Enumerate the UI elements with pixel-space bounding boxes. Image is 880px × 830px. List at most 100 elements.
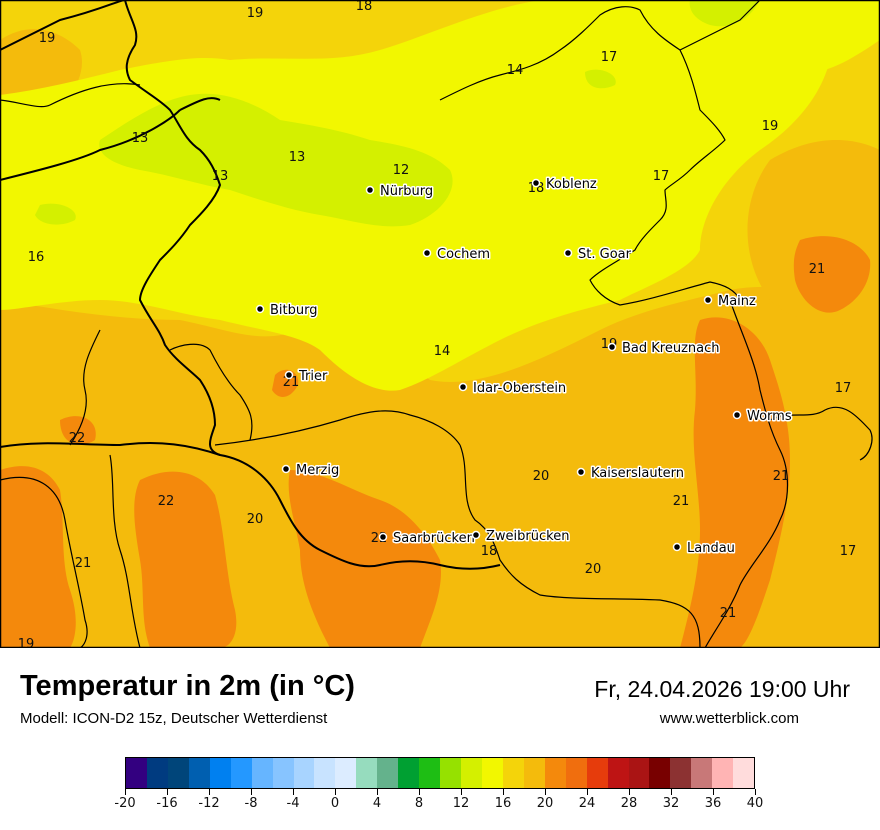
temperature-value: 17: [840, 544, 857, 559]
field-20-22-saar: [288, 470, 441, 648]
colorbar-tick-mark: [334, 789, 336, 795]
colorbar-tick-mark: [208, 789, 210, 795]
colorbar-bin: [565, 758, 587, 788]
colorbar-tick-label: -16: [156, 796, 178, 811]
colorbar-ticks: -20 -16 -12 -8 -4 0 4 8 12 16 20 24 28 32 36 40: [114, 789, 763, 819]
city-dot-icon: [703, 295, 713, 305]
border-thin-rhine: [704, 299, 789, 648]
city-marker: Idar-Oberstein: [458, 380, 568, 398]
temperature-colorbar: [125, 757, 755, 789]
city-dot-icon: [672, 542, 682, 552]
colorbar-tick-mark: [124, 789, 126, 795]
border-thin-hessen: [769, 406, 873, 461]
city-markers: Nürburg Koblenz Cochem St. Goar Bitburg Mainz…: [255, 176, 793, 558]
colorbar-tick-label: 16: [494, 796, 512, 811]
colorbar-tick-label: 4: [372, 796, 382, 811]
temperature-value: 13: [132, 131, 149, 146]
city-dot-icon: [732, 410, 742, 420]
colorbar-bin: [167, 758, 189, 788]
city-marker: Zweibrücken: [471, 528, 571, 546]
city-marker: Mainz: [703, 293, 758, 311]
city-label: Trier: [298, 369, 328, 384]
city-label: Landau: [687, 541, 735, 556]
field-20-22-sw: [134, 471, 237, 648]
city-marker: Saarbrücken: [378, 530, 476, 548]
temperature-value: 21: [283, 375, 300, 390]
colorbar-bin: [523, 758, 545, 788]
temperature-value: 17: [601, 50, 618, 65]
border-thin-saarpfalz: [459, 444, 701, 648]
colorbar-bin: [440, 758, 461, 788]
colorbar-tick-mark: [712, 789, 714, 795]
colorbar-bin: [272, 758, 294, 788]
border-thin-mid: [109, 454, 141, 648]
temperature-value: 22: [69, 431, 86, 446]
temperature-value: 20: [247, 512, 264, 527]
city-dot-icon: [255, 304, 265, 314]
temperature-value: 19: [762, 119, 779, 134]
colorbar-tick-label: -8: [244, 796, 258, 811]
temperature-map: 19 18 19 14 17 19 13 13 12 13 17 18 16 21 19 14 21 17 22 20…: [0, 0, 880, 648]
city-marker: Worms: [732, 408, 793, 426]
colorbar-tick-label: 32: [662, 796, 680, 811]
colorbar-tick-label: 28: [620, 796, 638, 811]
colorbar-bin: [649, 758, 671, 788]
colorbar-bin: [502, 758, 524, 788]
temperature-value: 20: [585, 562, 602, 577]
border-thin-west-inner: [69, 329, 101, 446]
city-marker: Landau: [672, 540, 736, 558]
colorbar-bin: [419, 758, 441, 788]
colorbar-bin: [461, 758, 482, 788]
temperature-value: 20: [533, 469, 550, 484]
temperature-value: 18: [528, 181, 545, 196]
colorbar-bin: [209, 758, 231, 788]
city-label: Nürburg: [380, 184, 433, 199]
temperature-value: 14: [507, 63, 524, 78]
city-marker: Nürburg: [365, 183, 435, 201]
colorbar-bin: [586, 758, 608, 788]
forecast-datetime: Fr, 24.04.2026 19:00 Uhr: [594, 676, 850, 702]
city-dot-icon: [576, 467, 586, 477]
border-thin-saar-n: [214, 410, 461, 446]
city-dot-icon: [458, 382, 468, 392]
colorbar-bin: [398, 758, 420, 788]
colorbar-tick-mark: [166, 789, 168, 795]
temperature-value: 21: [809, 262, 826, 277]
colorbar-bin: [607, 758, 629, 788]
website-link[interactable]: www.wetterblick.com: [659, 710, 799, 727]
temperature-value: 16: [28, 250, 45, 265]
colorbar-bin: [146, 758, 168, 788]
colorbar-bin: [126, 758, 147, 788]
colorbar-bin: [712, 758, 734, 788]
colorbar-tick-mark: [544, 789, 546, 795]
border-thick-lux: [0, 97, 221, 181]
colorbar-tick-label: -20: [114, 796, 136, 811]
colorbar-bin: [230, 758, 252, 788]
city-dot-icon: [281, 464, 291, 474]
field-12-14-patch: [585, 69, 616, 89]
city-marker: Bad Kreuznach: [607, 340, 721, 358]
colorbar-tick-mark: [586, 789, 588, 795]
colorbar-bin: [188, 758, 210, 788]
colorbar-bin: [544, 758, 566, 788]
field-12-14-north: [689, 0, 760, 27]
temperature-value: 19: [39, 31, 56, 46]
city-dot-icon: [471, 530, 481, 540]
colorbar-tick-mark: [418, 789, 420, 795]
city-dot-icon: [531, 178, 541, 188]
city-marker: Kaiserslautern: [576, 465, 686, 483]
city-marker: Cochem: [422, 246, 492, 264]
city-label: Saarbrücken: [393, 531, 475, 546]
city-label: Worms: [747, 409, 792, 424]
model-subtitle: Modell: ICON-D2 15z, Deutscher Wetterdie…: [20, 710, 328, 727]
temperature-value: 19: [247, 6, 264, 21]
field-12-14-eifel: [99, 93, 453, 227]
colorbar-bin: [251, 758, 273, 788]
city-label: Koblenz: [546, 177, 597, 192]
colorbar-tick-label: 20: [536, 796, 554, 811]
temperature-value: 18: [356, 0, 373, 14]
city-label: Mainz: [718, 294, 756, 309]
city-marker: Koblenz: [531, 176, 598, 194]
temperature-value: 14: [434, 344, 451, 359]
temperature-value: 13: [289, 150, 306, 165]
